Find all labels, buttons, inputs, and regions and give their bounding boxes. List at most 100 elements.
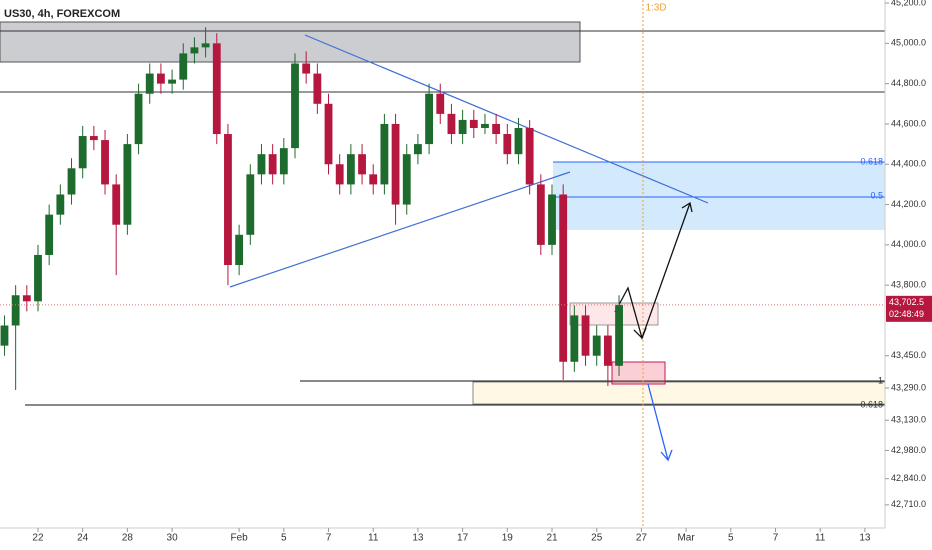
x-tick-label: 13 [412,533,424,544]
x-tick-label: Feb [231,533,249,544]
candle-body [101,140,109,185]
candle-body [67,168,76,195]
x-tick-label: 7 [326,533,332,544]
y-tick-label: 45,200.0 [891,0,926,7]
entry-box [611,361,666,385]
candles [0,27,623,390]
candle-body [402,154,411,205]
candle-body [570,315,579,362]
y-tick-label: 44,600.0 [891,118,926,128]
price-axis [885,0,932,550]
y-tick-label: 44,400.0 [891,159,926,169]
fib-label: 0.5 [870,190,883,200]
candle-body [514,127,523,155]
candle-body [615,304,623,366]
trendline [304,34,709,204]
candle-body [22,295,31,302]
candle-body [436,93,445,114]
candle-body [291,63,299,149]
arrow-head [633,327,647,340]
x-tick-label: Mar [677,533,695,544]
x-tick-label: 27 [636,533,648,544]
x-tick-label: 13 [859,533,871,544]
candle-body [268,154,277,175]
candle-body [603,335,612,366]
x-tick-label: 11 [368,533,379,544]
candle-body [201,43,210,48]
candle-body [592,335,601,356]
x-tick-label: 30 [167,533,179,544]
y-tick-label: 42,710.0 [891,499,926,509]
target-zone [553,162,885,230]
last-price-box [886,295,932,322]
candle-body [56,194,65,215]
candle-body [11,295,20,326]
x-tick-label: 11 [815,533,826,544]
candle-body [447,113,456,135]
x-tick-label: 24 [77,533,89,544]
candle-body [0,325,9,346]
candle-body [503,134,512,155]
range-box [569,302,659,326]
candle-body [134,93,143,145]
supply-zone [0,21,581,63]
x-tick-label: 5 [281,533,287,544]
x-tick-label: 7 [773,533,779,544]
arrow-head [660,449,673,462]
candle-body [168,79,176,84]
candle-body [34,254,42,302]
y-tick-label: 42,980.0 [891,445,926,455]
last-price-label: 43,702.5 [889,297,924,307]
demand-zone [472,381,886,405]
candle-body [302,63,311,74]
candle-body [190,47,199,54]
candle-body [548,194,556,245]
trendline [229,171,571,288]
x-tick-label: 19 [502,533,514,544]
candle-body [559,194,568,362]
y-tick-label: 44,800.0 [891,78,926,88]
candle-body [212,43,221,135]
candle-body [425,93,434,145]
y-tick-label: 44,000.0 [891,239,926,249]
fib-label: 1 [878,375,883,385]
candle-body [358,154,366,175]
y-tick-label: 43,450.0 [891,350,926,360]
candle-body [235,234,244,266]
x-tick-label: 21 [546,533,558,544]
candle-body [346,154,355,185]
candle-body [481,123,489,128]
projection-arrow [647,383,669,461]
candle-body [581,315,590,356]
candle-body [279,148,288,175]
x-tick-label: 5 [728,533,734,544]
candle-body [324,103,333,165]
candle-body [89,136,98,141]
candle-body [492,123,501,135]
countdown-label: 02:48:49 [889,309,924,319]
candle-body [78,136,87,169]
candle-body [335,164,344,185]
x-tick-label: 28 [122,533,134,544]
x-tick-label: 17 [457,533,469,544]
chart-title: US30, 4h, FOREXCOM [4,8,120,20]
candle-body [313,73,322,104]
candle-body [145,73,154,94]
y-tick-label: 43,290.0 [891,382,926,392]
candle-body [380,123,389,185]
time-marker-label: 1:3D [645,3,666,14]
candle-body [45,214,54,255]
candle-body [224,134,232,266]
arrow-head [681,201,693,213]
candle-body [458,119,467,135]
candle-body [123,144,132,225]
candle-body [469,119,478,128]
y-tick-label: 44,200.0 [891,199,926,209]
candle-body [536,184,545,245]
y-tick-label: 43,130.0 [891,415,926,425]
candle-body [525,127,534,185]
candle-body [112,184,121,225]
